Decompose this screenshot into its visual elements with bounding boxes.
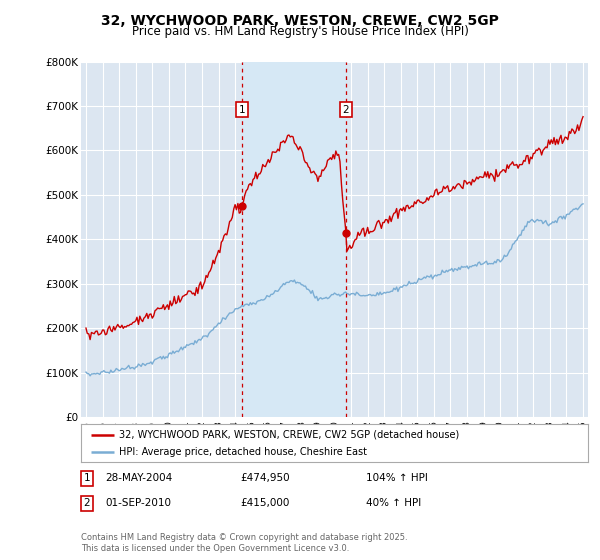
Text: 01-SEP-2010: 01-SEP-2010 [105, 498, 171, 508]
Text: 104% ↑ HPI: 104% ↑ HPI [366, 473, 428, 483]
Text: Price paid vs. HM Land Registry's House Price Index (HPI): Price paid vs. HM Land Registry's House … [131, 25, 469, 38]
Text: £474,950: £474,950 [240, 473, 290, 483]
Text: 32, WYCHWOOD PARK, WESTON, CREWE, CW2 5GP (detached house): 32, WYCHWOOD PARK, WESTON, CREWE, CW2 5G… [119, 430, 459, 440]
Text: 28-MAY-2004: 28-MAY-2004 [105, 473, 172, 483]
Text: Contains HM Land Registry data © Crown copyright and database right 2025.
This d: Contains HM Land Registry data © Crown c… [81, 533, 407, 553]
Bar [242, 62, 346, 417]
Text: 2: 2 [342, 105, 349, 115]
Text: 2: 2 [83, 498, 91, 508]
Text: £415,000: £415,000 [240, 498, 289, 508]
Text: 1: 1 [239, 105, 245, 115]
Text: 32, WYCHWOOD PARK, WESTON, CREWE, CW2 5GP: 32, WYCHWOOD PARK, WESTON, CREWE, CW2 5G… [101, 14, 499, 28]
Text: 40% ↑ HPI: 40% ↑ HPI [366, 498, 421, 508]
Text: HPI: Average price, detached house, Cheshire East: HPI: Average price, detached house, Ches… [119, 447, 367, 458]
Text: 1: 1 [83, 473, 91, 483]
